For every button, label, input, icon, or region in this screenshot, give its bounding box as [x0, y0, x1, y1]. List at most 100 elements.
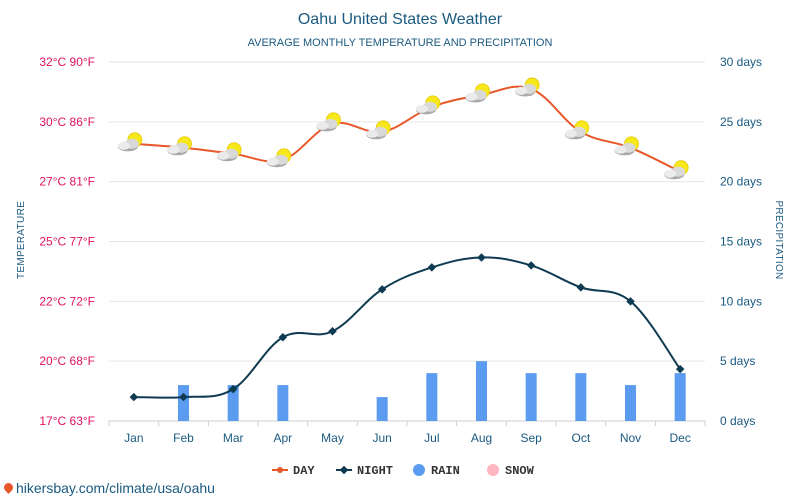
legend-item-day: DAY — [272, 464, 315, 478]
legend-label: RAIN — [431, 464, 460, 478]
rain-bar — [625, 385, 636, 421]
x-tick-label: Aug — [471, 431, 492, 445]
night-point — [626, 297, 635, 306]
rain-bar — [575, 373, 587, 421]
chart-subtitle: AVERAGE MONTHLY TEMPERATURE AND PRECIPIT… — [248, 37, 553, 49]
partly-cloudy-icon — [117, 132, 143, 152]
line-layer — [129, 85, 685, 402]
partly-cloudy-icon — [614, 136, 639, 156]
legend-item-night: NIGHT — [336, 464, 393, 478]
night-point — [576, 283, 586, 292]
legend-swatch — [487, 464, 499, 476]
partly-cloudy-icon — [515, 77, 540, 97]
partly-cloudy-icon — [217, 142, 242, 162]
partly-cloudy-icon — [664, 160, 689, 180]
x-tick-label: Oct — [571, 431, 590, 445]
night-point — [427, 263, 437, 272]
right-tick-label: 0 days — [720, 414, 755, 428]
cloud-shape — [664, 169, 677, 178]
x-tick-label: Mar — [223, 431, 244, 445]
x-tick-label: Dec — [669, 431, 690, 445]
rain-bar — [525, 373, 537, 421]
legend-swatch — [413, 464, 425, 476]
left-tick-label: 25°C 77°F — [39, 235, 95, 249]
x-tick-label: Jan — [124, 431, 143, 445]
left-tick-label: 17°C 63°F — [39, 414, 95, 428]
rain-bar — [227, 385, 239, 421]
night-point — [179, 392, 188, 402]
right-tick-layer: 0 days 5 days 10 days 15 days 20 days 25 days… — [720, 55, 762, 428]
location-pin-icon — [2, 481, 15, 494]
day-line — [133, 85, 681, 173]
x-tick-label: Nov — [620, 431, 641, 445]
partly-cloudy-icon — [316, 112, 341, 132]
cloud-shape — [614, 145, 627, 154]
x-tick-label: Jul — [424, 431, 439, 445]
right-tick-label: 30 days — [720, 55, 762, 69]
cloud-shape — [316, 121, 329, 130]
left-tick-layer: 17°C 63°F 20°C 68°F 22°C 72°F 25°C 77°F 27°C… — [39, 55, 95, 428]
partly-cloudy-icon — [366, 120, 391, 140]
left-tick-label: 32°C 90°F — [39, 55, 95, 69]
cloud-shape — [217, 151, 230, 160]
rain-bars — [178, 361, 686, 421]
night-point — [228, 384, 238, 394]
rain-bar — [376, 397, 388, 421]
rain-bar — [426, 373, 438, 421]
rain-bar — [674, 373, 686, 421]
legend-label: SNOW — [505, 464, 535, 478]
x-tick-layer: Jan Feb Mar Apr May Jun Jul Aug Sep Oct Nov Dec — [124, 431, 691, 445]
night-point — [377, 285, 387, 294]
left-tick-label: 30°C 86°F — [39, 115, 95, 129]
partly-cloudy-icon — [465, 83, 490, 103]
night-point — [526, 261, 536, 270]
cloud-shape — [465, 92, 478, 101]
legend-marker — [277, 467, 283, 473]
cloud-shape — [515, 86, 528, 95]
legend-label: NIGHT — [357, 464, 393, 478]
right-tick-label: 25 days — [720, 115, 762, 129]
x-tick-label: Sep — [520, 431, 542, 445]
legend-label: DAY — [293, 464, 315, 478]
legend: DAY NIGHT RAIN SNOW — [272, 464, 535, 478]
partly-cloudy-icon — [266, 148, 292, 168]
right-tick-label: 15 days — [720, 235, 762, 249]
source-text: hikersbay.com/climate/usa/oahu — [16, 480, 215, 496]
right-tick-label: 5 days — [720, 354, 755, 368]
rain-bar — [178, 385, 189, 421]
legend-item-snow: SNOW — [487, 464, 535, 478]
x-tick-label: Apr — [273, 431, 292, 445]
left-axis-title: TEMPERATURE — [16, 201, 27, 279]
left-tick-label: 22°C 72°F — [39, 294, 95, 308]
x-tick-label: Jun — [372, 431, 391, 445]
rain-bar — [277, 385, 289, 421]
left-tick-label: 20°C 68°F — [39, 354, 95, 368]
cloud-shape — [415, 104, 428, 113]
rain-bar — [476, 361, 487, 421]
night-line — [133, 256, 681, 399]
x-tick-label: Feb — [173, 431, 194, 445]
night-point — [477, 253, 486, 262]
left-tick-label: 27°C 81°F — [39, 175, 95, 189]
cloud-shape — [117, 141, 130, 150]
cloud-shape — [167, 145, 180, 154]
night-point — [328, 327, 337, 336]
weather-icon-layer — [117, 77, 689, 180]
night-point — [675, 364, 685, 374]
partly-cloudy-icon — [564, 120, 590, 140]
grid-layer — [108, 61, 706, 426]
cloud-shape — [366, 129, 379, 138]
legend-item-rain: RAIN — [413, 464, 460, 478]
night-point — [278, 332, 288, 342]
x-tick-label: May — [321, 431, 344, 445]
cloud-shape — [564, 129, 577, 138]
source-link[interactable]: hikersbay.com/climate/usa/oahu — [2, 480, 215, 496]
partly-cloudy-icon — [167, 136, 192, 156]
partly-cloudy-icon — [415, 95, 441, 115]
legend-marker — [339, 465, 349, 475]
right-tick-label: 20 days — [720, 175, 762, 189]
night-point — [129, 392, 139, 402]
chart-title: Oahu United States Weather — [298, 11, 503, 28]
right-tick-label: 10 days — [720, 294, 762, 308]
